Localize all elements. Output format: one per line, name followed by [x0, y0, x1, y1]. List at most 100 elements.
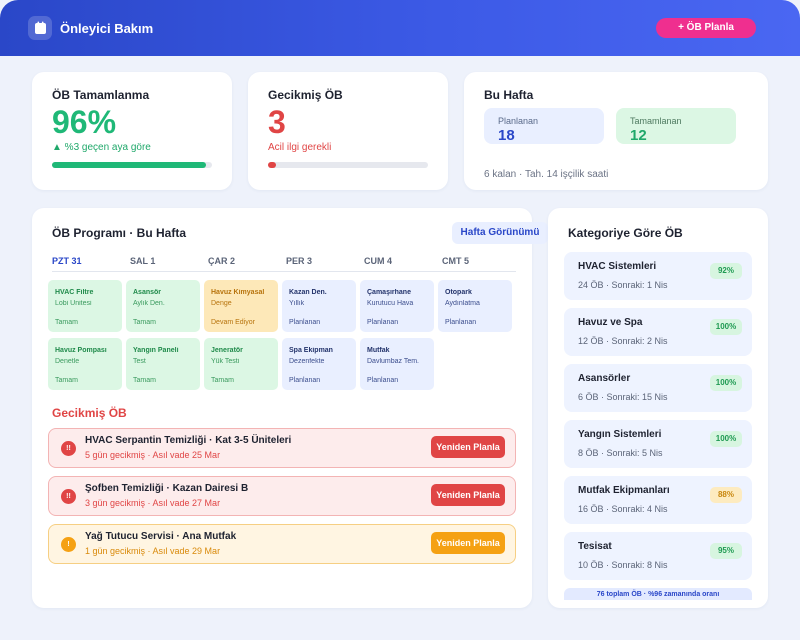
- task-location: Denetle: [55, 358, 80, 365]
- schedule-title: ÖB Programı · Bu Hafta: [52, 226, 187, 240]
- overdue-item-meta: 3 gün gecikmiş · Asıl vade 27 Mar: [85, 498, 221, 508]
- day-header-mon[interactable]: PZT 31: [52, 256, 82, 266]
- task-card[interactable]: HVAC Filtre Lobi Ünitesi Tamam: [48, 280, 122, 332]
- task-card[interactable]: Asansör Aylık Den. Tamam: [126, 280, 200, 332]
- overdue-value: 3: [268, 104, 286, 140]
- category-item[interactable]: Asansörler 6 ÖB · Sonraki: 15 Nis 100%: [564, 364, 752, 412]
- task-card[interactable]: Yangın Paneli Test Tamam: [126, 338, 200, 390]
- overdue-section-title: Gecikmiş ÖB: [52, 406, 127, 420]
- task-status: Devam Ediyor: [211, 319, 255, 326]
- category-name: Yangın Sistemleri: [578, 429, 662, 440]
- alert-icon: !!: [61, 441, 76, 456]
- category-name: Havuz ve Spa: [578, 317, 643, 328]
- week-view-button[interactable]: Hafta Görünümü: [452, 222, 548, 244]
- task-status: Tamam: [55, 319, 78, 326]
- task-card[interactable]: Spa Ekipman Dezenfekte Planlanan: [282, 338, 356, 390]
- reschedule-button[interactable]: Yeniden Planla: [431, 484, 505, 506]
- overdue-card: Gecikmiş ÖB 3 Acil ilgi gerekli: [248, 72, 448, 190]
- task-card[interactable]: Havuz Pompası Denetle Tamam: [48, 338, 122, 390]
- task-card[interactable]: Jeneratör Yük Testi Tamam: [204, 338, 278, 390]
- reschedule-button[interactable]: Yeniden Planla: [431, 532, 505, 554]
- task-status: Tamam: [55, 377, 78, 384]
- category-badge: 95%: [710, 543, 742, 559]
- overdue-item-name: Yağ Tutucu Servisi · Ana Mutfak: [85, 531, 237, 542]
- planned-value: 18: [498, 127, 515, 144]
- task-location: Denge: [211, 300, 232, 307]
- category-meta: 8 ÖB · Sonraki: 5 Nis: [578, 448, 663, 458]
- category-badge: 100%: [710, 431, 742, 447]
- task-card[interactable]: Havuz Kimyasal Denge Devam Ediyor: [204, 280, 278, 332]
- category-item[interactable]: Yangın Sistemleri 8 ÖB · Sonraki: 5 Nis …: [564, 420, 752, 468]
- task-status: Planlanan: [367, 377, 399, 384]
- top-bar: Önleyici Bakım + ÖB Planla: [0, 0, 800, 56]
- day-header-fri[interactable]: CUM 4: [364, 256, 393, 266]
- overdue-note: Acil ilgi gerekli: [268, 142, 332, 153]
- alert-icon: !!: [61, 489, 76, 504]
- completion-delta: ▲ %3 geçen aya göre: [52, 142, 151, 153]
- completed-value: 12: [630, 127, 647, 144]
- category-summary: 76 toplam ÖB · %96 zamanında oranı: [564, 588, 752, 600]
- warning-icon: !: [61, 537, 76, 552]
- overdue-item-meta: 5 gün gecikmiş · Asıl vade 25 Mar: [85, 450, 221, 460]
- task-name: Mutfak: [367, 347, 390, 354]
- day-header-thu[interactable]: PER 3: [286, 256, 313, 266]
- category-badge: 100%: [710, 319, 742, 335]
- category-name: HVAC Sistemleri: [578, 261, 657, 272]
- planned-label: Planlanan: [498, 116, 539, 126]
- week-footer: 6 kalan · Tah. 14 işçilik saati: [484, 169, 609, 180]
- task-location: Kurutucu Hava: [367, 300, 414, 307]
- completion-title: ÖB Tamamlanma: [52, 88, 150, 102]
- week-card: Bu Hafta Planlanan 18 Tamamlanan 12 6 ka…: [464, 72, 768, 190]
- completion-progress-fill: [52, 162, 206, 168]
- task-status: Tamam: [211, 377, 234, 384]
- task-name: HVAC Filtre: [55, 289, 94, 296]
- category-meta: 6 ÖB · Sonraki: 15 Nis: [578, 392, 668, 402]
- day-header-wed[interactable]: ÇAR 2: [208, 256, 236, 266]
- category-badge: 88%: [710, 487, 742, 503]
- category-name: Mutfak Ekipmanları: [578, 485, 670, 496]
- task-card[interactable]: Çamaşırhane Kurutucu Hava Planlanan: [360, 280, 434, 332]
- task-location: Test: [133, 358, 146, 365]
- category-name: Tesisat: [578, 541, 612, 552]
- category-card: Kategoriye Göre ÖB HVAC Sistemleri 24 ÖB…: [548, 208, 768, 608]
- task-location: Aylık Den.: [133, 300, 165, 307]
- overdue-item-name: HVAC Serpantin Temizliği · Kat 3-5 Ünite…: [85, 435, 292, 446]
- task-name: Havuz Kimyasal: [211, 289, 265, 296]
- category-item[interactable]: HVAC Sistemleri 24 ÖB · Sonraki: 1 Nis 9…: [564, 252, 752, 300]
- schedule-pm-button[interactable]: + ÖB Planla: [656, 18, 756, 38]
- task-card[interactable]: Otopark Aydınlatma Planlanan: [438, 280, 512, 332]
- completed-label: Tamamlanan: [630, 116, 682, 126]
- task-status: Planlanan: [367, 319, 399, 326]
- task-name: Otopark: [445, 289, 472, 296]
- overdue-item[interactable]: ! Yağ Tutucu Servisi · Ana Mutfak 1 gün …: [48, 524, 516, 564]
- task-name: Kazan Den.: [289, 289, 327, 296]
- task-card[interactable]: Mutfak Davlumbaz Tem. Planlanan: [360, 338, 434, 390]
- task-status: Planlanan: [289, 377, 321, 384]
- task-name: Spa Ekipman: [289, 347, 333, 354]
- task-status: Planlanan: [445, 319, 477, 326]
- category-meta: 12 ÖB · Sonraki: 2 Nis: [578, 336, 668, 346]
- week-title: Bu Hafta: [484, 88, 534, 102]
- category-item[interactable]: Havuz ve Spa 12 ÖB · Sonraki: 2 Nis 100%: [564, 308, 752, 356]
- task-location: Yıllık: [289, 300, 305, 307]
- category-item[interactable]: Mutfak Ekipmanları 16 ÖB · Sonraki: 4 Ni…: [564, 476, 752, 524]
- day-header-tue[interactable]: SAL 1: [130, 256, 156, 266]
- category-item[interactable]: Tesisat 10 ÖB · Sonraki: 8 Nis 95%: [564, 532, 752, 580]
- task-name: Havuz Pompası: [55, 347, 107, 354]
- planned-tile: Planlanan 18: [484, 108, 604, 144]
- category-badge: 100%: [710, 375, 742, 391]
- clipboard-icon: [28, 16, 52, 40]
- reschedule-button[interactable]: Yeniden Planla: [431, 436, 505, 458]
- overdue-item[interactable]: !! Şofben Temizliği · Kazan Dairesi B 3 …: [48, 476, 516, 516]
- completion-progress-track: [52, 162, 212, 168]
- day-header-divider: [52, 271, 516, 272]
- task-name: Yangın Paneli: [133, 347, 179, 354]
- task-location: Davlumbaz Tem.: [367, 358, 420, 365]
- overdue-title: Gecikmiş ÖB: [268, 88, 343, 102]
- completion-value: 96%: [52, 104, 117, 140]
- task-location: Yük Testi: [211, 358, 240, 365]
- task-card[interactable]: Kazan Den. Yıllık Planlanan: [282, 280, 356, 332]
- day-header-sat[interactable]: CMT 5: [442, 256, 469, 266]
- overdue-item[interactable]: !! HVAC Serpantin Temizliği · Kat 3-5 Ün…: [48, 428, 516, 468]
- task-location: Dezenfekte: [289, 358, 325, 365]
